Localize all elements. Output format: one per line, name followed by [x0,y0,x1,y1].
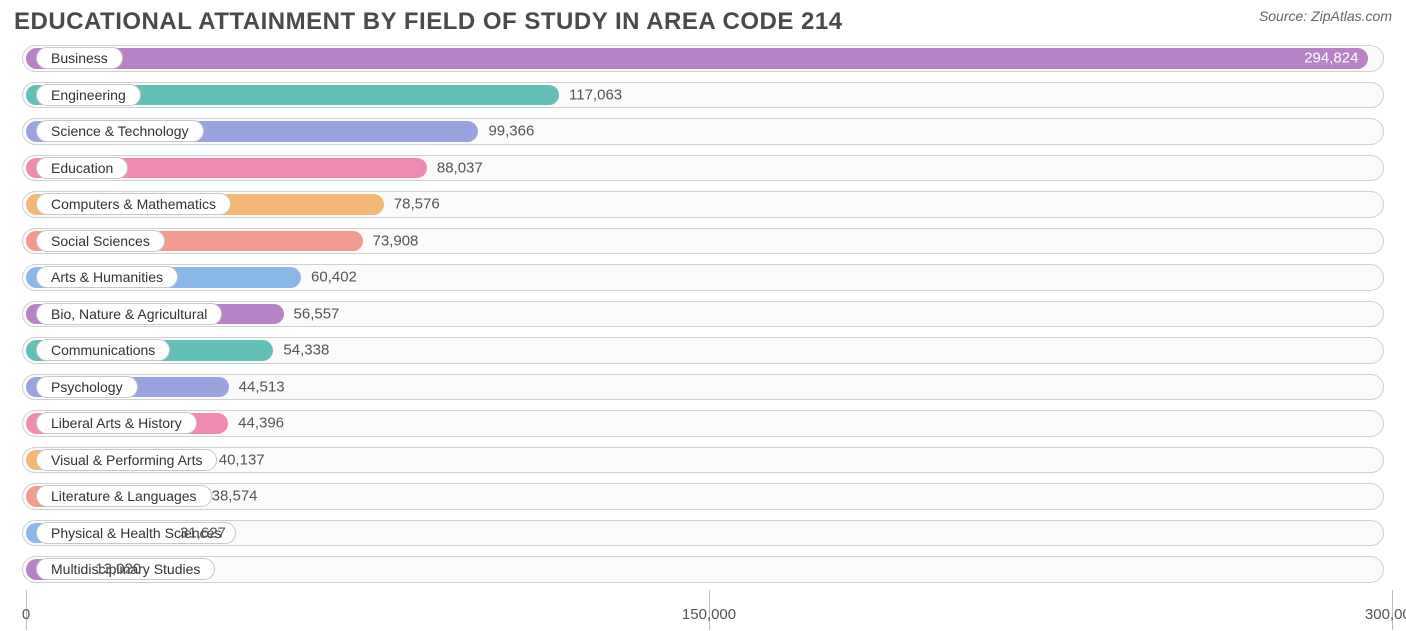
bar-row: Multidisciplinary Studies13,020 [14,551,1392,588]
bar-category-pill: Engineering [36,84,141,106]
bar-value: 31,627 [180,524,226,541]
bar-value: 88,037 [437,159,483,176]
bar-row: Literature & Languages38,574 [14,478,1392,515]
bar-value: 13,020 [95,561,141,578]
bar-value: 44,396 [238,415,284,432]
bar-category-pill: Science & Technology [36,120,204,142]
bar-category-pill: Visual & Performing Arts [36,449,217,471]
bar-fill [26,48,1368,69]
bar-category-pill: Computers & Mathematics [36,193,231,215]
chart-area: Business 294,824 Engineering 117,063 Science… [14,40,1392,588]
bar-value: 60,402 [311,269,357,286]
bar-row: Bio, Nature & Agricultural 56,557 [14,296,1392,333]
chart-container: EDUCATIONAL ATTAINMENT BY FIELD OF STUDY… [0,0,1406,631]
bar-category-pill: Communications [36,339,170,361]
header: EDUCATIONAL ATTAINMENT BY FIELD OF STUDY… [14,8,1392,36]
bar-value: 54,338 [283,342,329,359]
bar-category-pill: Psychology [36,376,138,398]
bar-row: Education 88,037 [14,150,1392,187]
bar-category-pill: Liberal Arts & History [36,412,197,434]
bar-row: Visual & Performing Arts40,137 [14,442,1392,479]
bar-row: Computers & Mathematics 78,576 [14,186,1392,223]
bar-category-pill: Business [36,47,123,69]
bar-row: Social Sciences 73,908 [14,223,1392,260]
bar-row: Liberal Arts & History 44,396 [14,405,1392,442]
x-axis: 0150,000300,000 [14,590,1392,630]
bar-row: Engineering 117,063 [14,77,1392,114]
bar-category-pill: Arts & Humanities [36,266,178,288]
bar-value: 44,513 [239,378,285,395]
axis-tick-label: 150,000 [682,606,736,623]
bar-category-pill: Bio, Nature & Agricultural [36,303,222,325]
chart-source: Source: ZipAtlas.com [1259,8,1392,24]
bar-row: Science & Technology 99,366 [14,113,1392,150]
bar-track [22,556,1384,583]
bar-value: 38,574 [212,488,258,505]
bar-row: Business 294,824 [14,40,1392,77]
bar-category-pill: Social Sciences [36,230,165,252]
bar-row: Arts & Humanities 60,402 [14,259,1392,296]
axis-tick-label: 300,000 [1365,606,1406,623]
bar-value: 99,366 [488,123,534,140]
bar-value: 56,557 [294,305,340,322]
bar-value: 294,824 [1304,50,1358,67]
bar-value: 78,576 [394,196,440,213]
bar-row: Physical & Health Sciences31,627 [14,515,1392,552]
bar-row: Communications 54,338 [14,332,1392,369]
axis-tick-label: 0 [22,606,30,623]
bar-category-pill: Literature & Languages [36,485,212,507]
chart-title: EDUCATIONAL ATTAINMENT BY FIELD OF STUDY… [14,8,843,36]
bar-category-pill: Education [36,157,128,179]
bar-value: 73,908 [373,232,419,249]
bar-value: 40,137 [219,451,265,468]
bar-value: 117,063 [569,86,622,103]
bar-row: Psychology 44,513 [14,369,1392,406]
